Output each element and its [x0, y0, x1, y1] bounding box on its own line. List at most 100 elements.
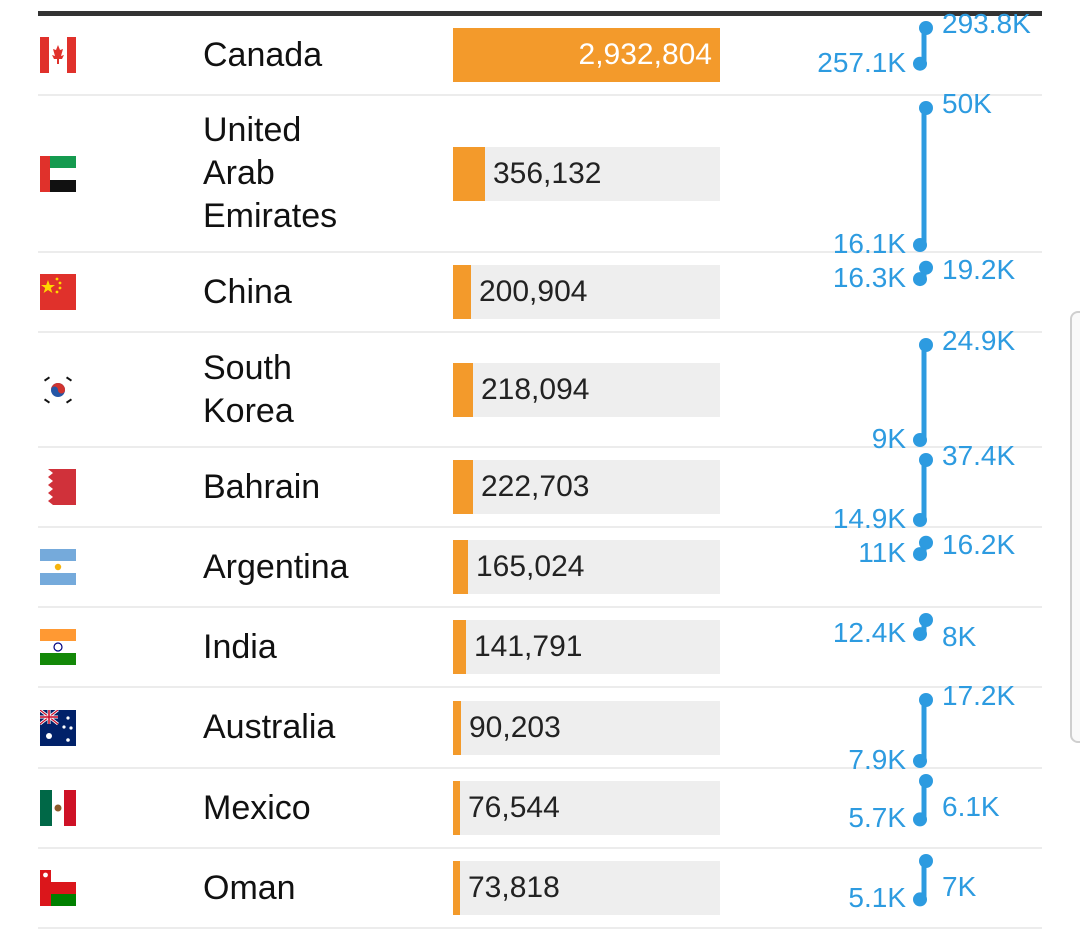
country-name: Bahrain: [203, 467, 321, 506]
table-row[interactable]: Canada 2,932,804 257.1K 293.8K: [38, 8, 1042, 96]
table-row[interactable]: United Arab Emirates 356,132 16.1K 50K: [38, 88, 1042, 259]
country-name: India: [203, 627, 277, 666]
trend-sparkline: [913, 260, 933, 287]
value-bar-fill: [453, 146, 485, 201]
value-bar: 356,132: [453, 146, 720, 201]
value-bar: 90,203: [453, 700, 720, 755]
table-row[interactable]: India 141,791 12.4K 8K: [38, 608, 1042, 688]
trend-sparkline: [913, 774, 933, 827]
start-value-label: 257.1K: [817, 46, 906, 78]
bahrain-flag-icon: [40, 469, 76, 505]
trend-sparkline: [913, 101, 933, 252]
table-row[interactable]: South Korea 218,094 9K 24.9K: [38, 325, 1042, 454]
canada-flag-icon: [40, 37, 76, 73]
country-name: Oman: [203, 868, 296, 907]
value-bar: 222,703: [453, 460, 720, 514]
country-name: United Arab Emirates: [203, 111, 338, 235]
sparkline-end-dot: [919, 453, 933, 467]
value-label: 222,703: [481, 470, 590, 503]
start-value-label: 5.7K: [848, 802, 906, 834]
value-bar: 73,818: [453, 861, 720, 915]
sparkline-end-dot: [919, 535, 933, 550]
value-label: 356,132: [493, 156, 602, 190]
end-value-label: 17.2K: [942, 680, 1016, 711]
end-value-label: 293.8K: [942, 8, 1031, 39]
sparkline-start-dot: [913, 433, 927, 447]
end-value-label: 50K: [942, 88, 992, 119]
value-bar-fill: [453, 460, 473, 514]
sparkline-end-dot: [919, 21, 933, 35]
value-label: 90,203: [469, 710, 561, 744]
start-value-label: 7.9K: [848, 744, 906, 775]
china-flag-icon: [40, 274, 76, 310]
value-label: 218,094: [481, 372, 590, 406]
start-value-label: 9K: [871, 423, 906, 454]
value-bar: 200,904: [453, 265, 720, 319]
country-name: Canada: [203, 35, 323, 74]
trend-sparkline: [913, 854, 933, 907]
value-label: 2,932,804: [578, 38, 712, 71]
country-name: Australia: [203, 708, 336, 746]
sparkline-start-dot: [913, 547, 927, 562]
value-bar-fill: [453, 861, 460, 915]
country-name: China: [203, 272, 292, 311]
sparkline-start-dot: [913, 513, 927, 527]
end-value-label: 37.4K: [942, 440, 1016, 471]
value-label: 73,818: [468, 871, 560, 904]
value-bar: 141,791: [453, 620, 720, 674]
trend-sparkline: [913, 453, 933, 527]
south-korea-flag-icon: [40, 371, 76, 408]
trend-sparkline: [913, 21, 933, 71]
value-bar-fill: [453, 362, 473, 417]
start-value-label: 11K: [858, 537, 906, 569]
start-value-label: 12.4K: [832, 617, 906, 649]
value-bar: 2,932,804: [453, 28, 720, 82]
table-top-rule: [38, 11, 1042, 16]
start-value-label: 16.1K: [832, 228, 906, 259]
sparkline-start-dot: [913, 238, 927, 252]
end-value-label: 6.1K: [942, 791, 1000, 822]
uae-flag-icon: [40, 155, 76, 192]
end-value-label: 7K: [942, 871, 977, 902]
table-row[interactable]: Argentina 165,024 11K 16.2K: [38, 528, 1042, 608]
value-label: 76,544: [468, 791, 560, 824]
value-bar-fill: [453, 265, 471, 319]
sparkline-start-dot: [913, 272, 927, 287]
start-value-label: 5.1K: [848, 882, 906, 914]
trend-sparkline: [913, 338, 933, 447]
oman-flag-icon: [40, 870, 76, 906]
value-bar: 165,024: [453, 540, 720, 594]
start-value-label: 14.9K: [832, 503, 906, 534]
start-value-label: 16.3K: [832, 262, 906, 294]
country-name: Argentina: [203, 547, 349, 586]
sparkline-end-dot: [919, 613, 933, 627]
end-value-label: 19.2K: [942, 253, 1016, 285]
scrollbar-handle[interactable]: [1070, 311, 1080, 743]
sparkline-end-dot: [919, 774, 933, 788]
end-value-label: 24.9K: [942, 325, 1016, 356]
sparkline-end-dot: [919, 854, 933, 868]
trend-sparkline: [913, 613, 933, 642]
sparkline-start-dot: [913, 627, 927, 642]
table-row[interactable]: Oman 73,818 5.1K 7K: [38, 849, 1042, 929]
end-value-label: 16.2K: [942, 528, 1016, 560]
sparkline-end-dot: [919, 693, 933, 707]
trend-sparkline: [913, 693, 933, 768]
sparkline-end-dot: [919, 260, 933, 275]
country-name: South Korea: [203, 348, 294, 430]
value-label: 141,791: [474, 630, 583, 663]
end-value-label: 8K: [942, 621, 977, 652]
sparkline-end-dot: [919, 338, 933, 352]
table-row[interactable]: Mexico 76,544 5.7K 6.1K: [38, 769, 1042, 849]
value-bar-fill: [453, 620, 466, 674]
argentina-flag-icon: [40, 549, 76, 585]
value-bar-fill: [453, 700, 461, 755]
table-row[interactable]: China 200,904 16.3K 19.2K: [38, 253, 1042, 333]
trend-sparkline: [913, 535, 933, 562]
sparkline-start-dot: [913, 754, 927, 768]
australia-flag-icon: [40, 709, 76, 746]
table-row[interactable]: Bahrain 222,703 14.9K 37.4K: [38, 440, 1042, 534]
value-bar-fill: [453, 781, 460, 835]
value-label: 200,904: [479, 275, 588, 308]
table-row[interactable]: Australia 90,203 7.9K 17.2K: [38, 680, 1042, 775]
